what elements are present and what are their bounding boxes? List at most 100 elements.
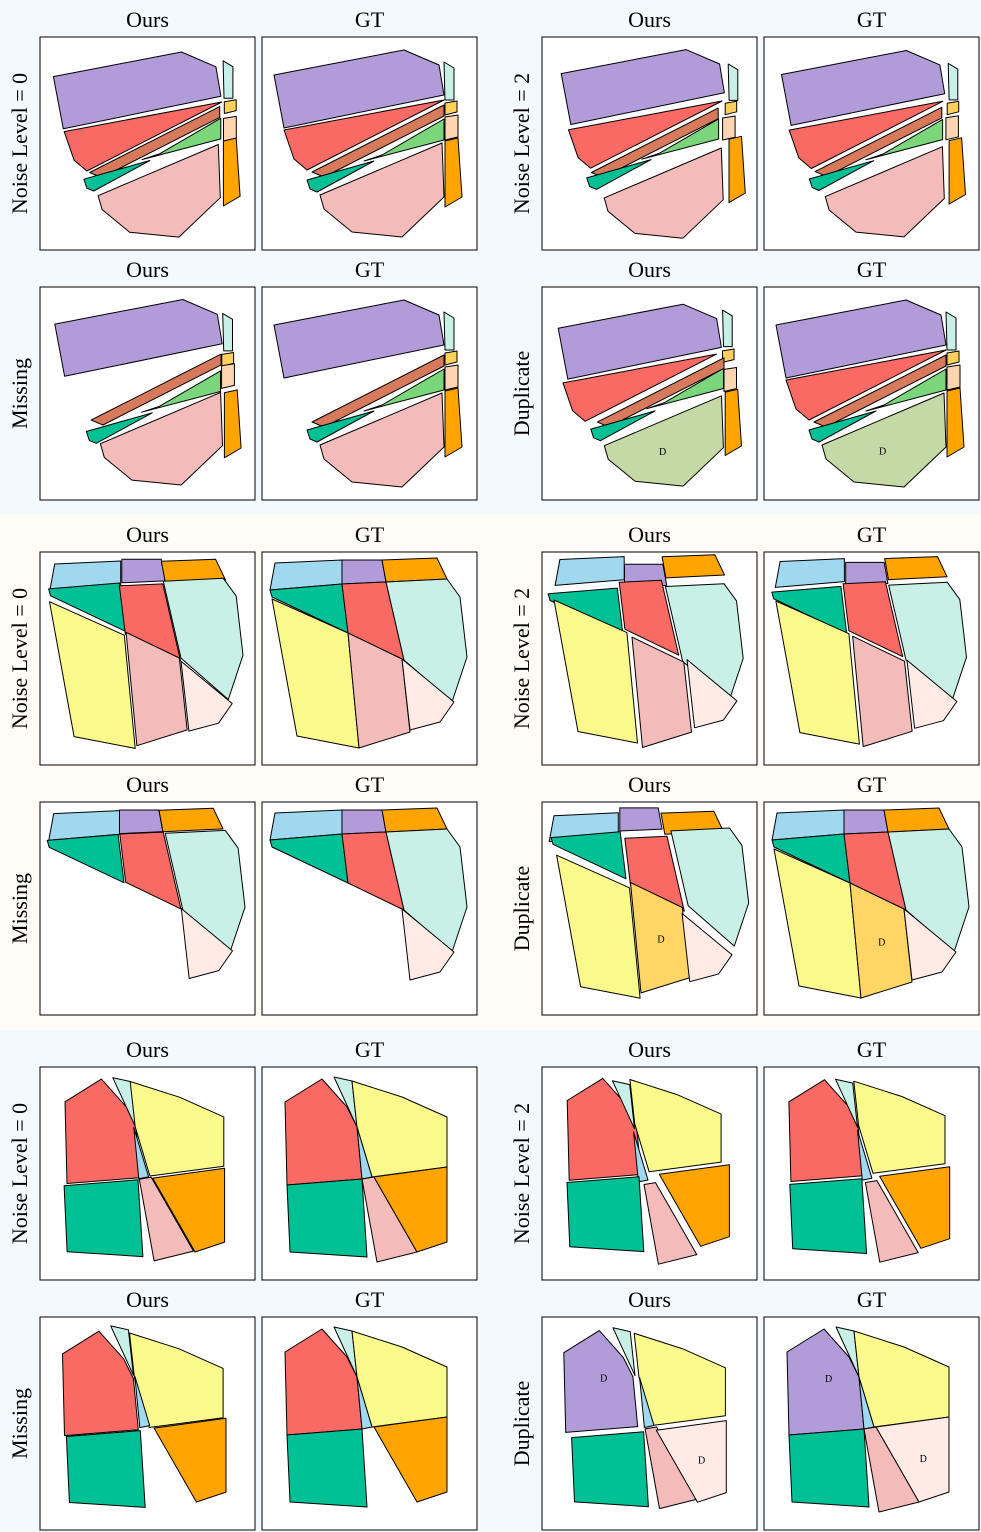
fragment — [445, 115, 458, 140]
duplicate-mark: D — [657, 934, 664, 945]
panel-title: Ours — [628, 1287, 671, 1312]
panel-title: Ours — [628, 257, 671, 282]
duplicate-mark: D — [920, 1454, 927, 1465]
fragment — [342, 560, 386, 584]
fragment — [444, 62, 454, 100]
panel-title: Ours — [126, 1037, 169, 1062]
fragment — [445, 101, 457, 115]
panel-title: GT — [857, 772, 887, 797]
panel-title: Ours — [628, 7, 671, 32]
fragment — [885, 557, 947, 580]
fragment — [223, 61, 233, 99]
fragment — [789, 1429, 869, 1507]
fragment — [884, 808, 949, 832]
fragment — [445, 365, 458, 390]
panel: D — [542, 287, 757, 500]
panel — [764, 37, 979, 250]
row-label: Noise Level = 0 — [7, 588, 32, 729]
panel-title: GT — [355, 7, 385, 32]
fragment — [382, 558, 447, 582]
fragment — [120, 810, 163, 834]
panel — [542, 552, 757, 765]
panel: D — [764, 802, 979, 1015]
panel-title: GT — [857, 1287, 887, 1312]
fragment — [662, 555, 724, 578]
panel-title: GT — [355, 772, 385, 797]
fragment — [844, 810, 888, 834]
fragment — [947, 351, 959, 365]
duplicate-mark: D — [600, 1374, 607, 1385]
duplicate-mark: D — [878, 937, 885, 948]
fragment — [222, 364, 235, 389]
row-label: Duplicate — [509, 1381, 534, 1467]
panel-title: Ours — [628, 772, 671, 797]
fragment — [725, 101, 737, 114]
fragment — [224, 100, 236, 114]
row-label: Noise Level = 2 — [509, 588, 534, 729]
fragment — [445, 351, 457, 365]
fragment — [224, 116, 237, 141]
panel-title: GT — [857, 257, 887, 282]
fragment — [64, 1180, 143, 1257]
panel — [764, 552, 979, 765]
duplicate-mark: D — [879, 446, 886, 457]
panel-title: GT — [355, 1037, 385, 1062]
fragment — [723, 310, 733, 347]
panel: DD — [764, 1317, 979, 1530]
panel-title: GT — [355, 1287, 385, 1312]
row-label: Missing — [7, 358, 32, 429]
panel-title: Ours — [126, 772, 169, 797]
fragment — [728, 64, 738, 100]
panel — [262, 552, 477, 765]
fragment — [223, 313, 233, 351]
panel: D — [542, 802, 757, 1015]
fragment — [946, 312, 956, 350]
fragment — [572, 1432, 649, 1507]
panel-title: GT — [857, 522, 887, 547]
fragment — [946, 116, 959, 140]
fragment — [444, 312, 454, 350]
row-label: Missing — [7, 873, 32, 944]
panel-title: Ours — [126, 257, 169, 282]
panel: D — [764, 287, 979, 500]
panel-title: Ours — [126, 1287, 169, 1312]
panel-title: GT — [857, 7, 887, 32]
fragment — [620, 808, 662, 831]
panel — [542, 1067, 757, 1280]
row-label: Duplicate — [509, 866, 534, 952]
panel — [40, 802, 255, 1015]
row-label: Noise Level = 2 — [509, 73, 534, 214]
fragment — [287, 1179, 367, 1257]
fragment — [159, 808, 223, 832]
fragment — [382, 808, 447, 832]
fragment — [567, 1177, 644, 1252]
panel-title: GT — [857, 1037, 887, 1062]
panel — [40, 1067, 255, 1280]
figure: Noise Level = 0 Ours GT Noise Level = 2 Ours… — [0, 0, 981, 1532]
row-label: Noise Level = 0 — [7, 1103, 32, 1244]
panel-title: Ours — [126, 7, 169, 32]
panel — [262, 1067, 477, 1280]
fragment — [342, 810, 386, 834]
panel — [764, 1067, 979, 1280]
panel — [262, 1317, 477, 1530]
panel — [40, 552, 255, 765]
fragment — [947, 101, 959, 114]
panel: DD — [542, 1317, 757, 1530]
panel-title: Ours — [628, 522, 671, 547]
duplicate-mark: D — [698, 1456, 705, 1467]
duplicate-mark: D — [659, 447, 666, 458]
panel — [262, 37, 477, 250]
fragment — [790, 1179, 867, 1254]
panel — [40, 287, 255, 500]
panel-title: Ours — [126, 522, 169, 547]
row-label: Duplicate — [509, 351, 534, 437]
row-label: Missing — [7, 1388, 32, 1459]
panel-title: Ours — [628, 1037, 671, 1062]
panel-title: GT — [355, 522, 385, 547]
row-label: Noise Level = 2 — [509, 1103, 534, 1244]
fragment — [947, 365, 960, 390]
fragment — [948, 63, 958, 100]
panel-title: GT — [355, 257, 385, 282]
fragment — [724, 368, 737, 392]
